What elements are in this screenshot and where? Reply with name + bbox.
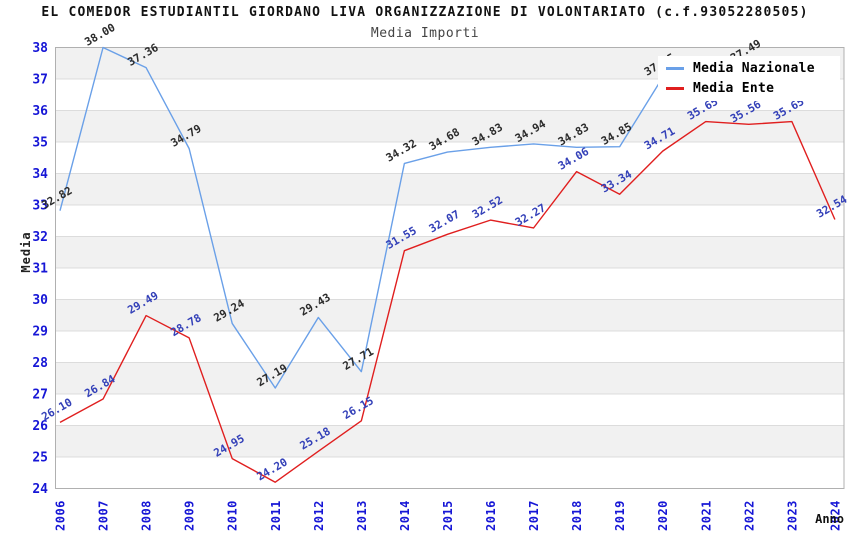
- y-tick-label: 35: [32, 136, 48, 151]
- legend: Media Nazionale Media Ente: [658, 56, 840, 101]
- y-tick-label: 32: [32, 230, 48, 245]
- x-tick-label: 2022: [742, 500, 756, 531]
- x-tick-label: 2019: [613, 500, 627, 531]
- data-label: 26.15: [341, 394, 376, 422]
- grid-band: [55, 299, 844, 331]
- x-tick-label: 2015: [441, 500, 455, 531]
- x-tick-label: 2013: [355, 500, 369, 531]
- y-tick-label: 24: [32, 482, 48, 497]
- x-tick-label: 2007: [97, 500, 111, 531]
- grid-band: [55, 173, 844, 205]
- y-tick-label: 30: [32, 293, 48, 308]
- x-tick-label: 2018: [570, 500, 584, 531]
- y-tick-label: 31: [32, 262, 48, 277]
- y-tick-label: 29: [32, 325, 48, 340]
- y-tick-label: 25: [32, 451, 48, 466]
- y-tick-label: 33: [32, 199, 48, 214]
- legend-label-ente: Media Ente: [693, 81, 775, 96]
- x-tick-label: 2012: [312, 500, 326, 531]
- grid-band: [55, 362, 844, 394]
- x-tick-label: 2010: [226, 500, 240, 531]
- chart-title: EL COMEDOR ESTUDIANTIL GIORDANO LIVA ORG…: [41, 5, 809, 20]
- legend-item-nazionale: Media Nazionale: [666, 61, 834, 76]
- grid-band: [55, 236, 844, 268]
- x-tick-label: 2009: [183, 500, 197, 531]
- y-tick-label: 34: [32, 167, 48, 182]
- y-tick-label: 37: [32, 73, 48, 88]
- data-label: 32.27: [513, 201, 548, 229]
- y-tick-label: 28: [32, 356, 48, 371]
- x-tick-label: 2017: [527, 500, 541, 531]
- x-tick-label: 2016: [484, 500, 498, 531]
- chart-subtitle: Media Importi: [370, 26, 480, 41]
- data-label: 24.20: [255, 456, 290, 484]
- y-tick-label: 36: [32, 104, 48, 119]
- grid-band: [55, 110, 844, 142]
- x-tick-label: 2023: [785, 500, 799, 531]
- y-tick-label: 27: [32, 388, 48, 403]
- plot-frame: [55, 47, 845, 489]
- x-axis-title: Anno: [815, 512, 844, 526]
- x-tick-label: 2006: [54, 500, 68, 531]
- series-line-media-nazionale: [59, 46, 749, 389]
- legend-item-ente: Media Ente: [666, 81, 834, 96]
- y-tick-label: 38: [32, 41, 48, 56]
- x-tick-label: 2020: [656, 500, 670, 531]
- x-tick-label: 2021: [699, 500, 713, 531]
- y-axis-title: Media: [19, 231, 33, 273]
- legend-label-nazionale: Media Nazionale: [693, 61, 815, 76]
- grid-band: [55, 425, 844, 457]
- data-label: 34.06: [556, 145, 592, 173]
- x-tick-label: 2008: [140, 500, 154, 531]
- series-line-media-ente: [59, 120, 836, 483]
- x-tick-label: 2024: [828, 500, 842, 531]
- x-tick-label: 2014: [398, 500, 412, 531]
- legend-swatch-ente: [666, 87, 684, 90]
- legend-swatch-nazionale: [666, 67, 684, 70]
- x-tick-label: 2011: [269, 500, 283, 531]
- y-tick-label: 26: [32, 419, 48, 434]
